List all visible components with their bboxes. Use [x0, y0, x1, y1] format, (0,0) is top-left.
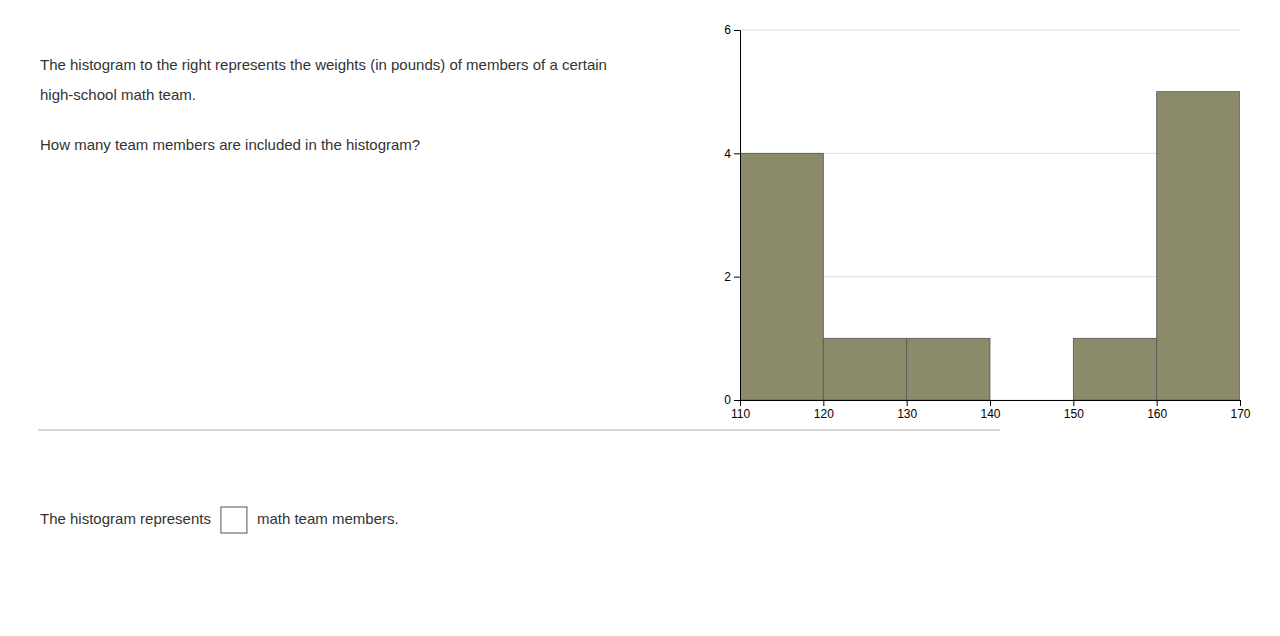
x-tick: 110: [731, 400, 750, 421]
x-tick-label: 170: [1230, 407, 1250, 421]
question-2: How many team members are included in th…: [40, 136, 420, 153]
bars: [740, 92, 1240, 400]
x-tick-label: 110: [731, 407, 750, 421]
bar: [1157, 92, 1240, 400]
grid-line: [740, 30, 1240, 31]
y-tick-label: 0: [724, 393, 731, 407]
question-line-2: high-school math team.: [40, 86, 196, 103]
y-tick-label: 6: [724, 23, 731, 37]
bar: [990, 400, 1073, 401]
x-tick: 150: [1064, 400, 1084, 421]
y-tick: 2: [724, 270, 740, 284]
x-tick: 130: [897, 400, 917, 421]
x-tick-label: 130: [897, 407, 917, 421]
grid: [740, 30, 1240, 400]
y-tick: 0: [724, 393, 740, 407]
y-tick: 6: [724, 23, 740, 37]
x-axis-line: [741, 401, 1241, 407]
bar: [907, 338, 990, 400]
x-tick-label: 150: [1064, 407, 1084, 421]
x-tick: 160: [1147, 400, 1167, 421]
y-tick-label: 4: [724, 147, 731, 161]
y-tick-label: 2: [724, 270, 731, 284]
y-tick-mark: [734, 400, 740, 401]
plot-area: 110 120 130 140 150 160 170 0 2 4 6: [724, 23, 1251, 420]
bar: [740, 153, 823, 400]
y-tick-mark: [734, 153, 740, 154]
y-tick-mark: [734, 277, 740, 278]
x-tick-mark: [823, 400, 824, 406]
y-axis: 0 2 4 6: [724, 23, 740, 407]
answer-text-before: The histogram represents: [40, 510, 211, 527]
x-tick-mark: [1157, 400, 1158, 406]
x-tick-label: 140: [980, 407, 1000, 421]
bar: [1073, 338, 1156, 400]
answer-text-after: math team members.: [257, 510, 399, 527]
divider: [38, 430, 1000, 431]
question-line-1: The histogram to the right represents th…: [40, 56, 607, 73]
answer-box: [221, 507, 247, 533]
y-tick-mark: [734, 30, 740, 31]
x-tick-mark: [1240, 400, 1241, 406]
x-tick-label: 160: [1147, 407, 1167, 421]
bar: [823, 338, 906, 400]
x-tick: 170: [1230, 400, 1250, 421]
y-tick: 4: [724, 147, 740, 161]
x-tick-mark: [907, 400, 908, 406]
y-axis-line: [734, 31, 741, 401]
x-axis: 110 120 130 140 150 160 170: [731, 400, 1251, 421]
x-tick-mark: [990, 400, 991, 406]
x-tick: 140: [980, 400, 1000, 421]
x-tick-mark: [1073, 400, 1074, 406]
x-tick-label: 120: [814, 407, 834, 421]
chart-root: The histogram to the right represents th…: [0, 0, 1280, 636]
x-tick: 120: [814, 400, 834, 421]
